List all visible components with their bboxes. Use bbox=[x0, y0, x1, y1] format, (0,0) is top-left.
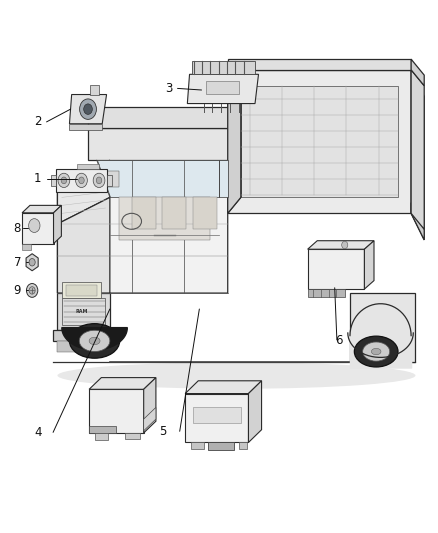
Ellipse shape bbox=[371, 349, 381, 355]
Polygon shape bbox=[106, 171, 119, 187]
Polygon shape bbox=[228, 59, 411, 70]
Circle shape bbox=[79, 177, 84, 184]
Polygon shape bbox=[88, 128, 228, 160]
Circle shape bbox=[28, 219, 40, 232]
Ellipse shape bbox=[57, 362, 416, 389]
Polygon shape bbox=[228, 70, 411, 213]
Ellipse shape bbox=[70, 324, 120, 358]
Polygon shape bbox=[411, 203, 424, 240]
Circle shape bbox=[58, 173, 70, 188]
Text: 4: 4 bbox=[34, 426, 42, 439]
Polygon shape bbox=[248, 381, 261, 442]
Polygon shape bbox=[70, 124, 102, 130]
Polygon shape bbox=[57, 341, 106, 352]
Polygon shape bbox=[95, 433, 108, 440]
Polygon shape bbox=[144, 377, 156, 433]
Polygon shape bbox=[411, 59, 424, 86]
Polygon shape bbox=[241, 86, 398, 197]
Polygon shape bbox=[57, 197, 110, 293]
Polygon shape bbox=[70, 94, 106, 124]
Polygon shape bbox=[51, 175, 57, 186]
Text: 1: 1 bbox=[34, 172, 42, 185]
Polygon shape bbox=[411, 70, 424, 229]
Polygon shape bbox=[22, 213, 53, 244]
Polygon shape bbox=[350, 293, 416, 362]
Polygon shape bbox=[125, 433, 141, 439]
Polygon shape bbox=[66, 285, 97, 296]
Text: 2: 2 bbox=[34, 116, 42, 128]
Polygon shape bbox=[90, 85, 99, 94]
Polygon shape bbox=[22, 244, 31, 250]
Text: RAM: RAM bbox=[75, 309, 88, 314]
Polygon shape bbox=[162, 197, 186, 229]
Polygon shape bbox=[185, 393, 248, 442]
Polygon shape bbox=[53, 205, 61, 244]
Polygon shape bbox=[307, 289, 345, 296]
Text: 3: 3 bbox=[165, 82, 173, 95]
Circle shape bbox=[93, 173, 105, 188]
Text: 5: 5 bbox=[159, 425, 167, 438]
Polygon shape bbox=[307, 241, 374, 249]
Polygon shape bbox=[57, 160, 228, 293]
Circle shape bbox=[76, 173, 87, 188]
Polygon shape bbox=[57, 160, 110, 224]
Polygon shape bbox=[193, 407, 241, 423]
Text: 7: 7 bbox=[14, 256, 21, 269]
Polygon shape bbox=[57, 169, 106, 191]
Polygon shape bbox=[53, 330, 110, 341]
Circle shape bbox=[84, 104, 92, 115]
Polygon shape bbox=[185, 381, 261, 393]
Polygon shape bbox=[411, 70, 424, 240]
Polygon shape bbox=[89, 377, 156, 389]
Polygon shape bbox=[97, 160, 219, 197]
Circle shape bbox=[29, 259, 35, 266]
Polygon shape bbox=[187, 74, 258, 103]
Circle shape bbox=[80, 99, 96, 119]
Polygon shape bbox=[208, 442, 234, 450]
Polygon shape bbox=[219, 160, 228, 197]
Circle shape bbox=[342, 241, 348, 249]
Polygon shape bbox=[206, 81, 239, 94]
Polygon shape bbox=[89, 389, 144, 433]
Polygon shape bbox=[191, 442, 204, 449]
Polygon shape bbox=[62, 328, 127, 350]
Ellipse shape bbox=[363, 342, 390, 361]
Polygon shape bbox=[307, 249, 364, 289]
Polygon shape bbox=[228, 70, 241, 213]
Polygon shape bbox=[228, 70, 241, 213]
Polygon shape bbox=[89, 426, 116, 433]
Circle shape bbox=[96, 177, 102, 184]
Polygon shape bbox=[88, 107, 228, 128]
Polygon shape bbox=[22, 205, 61, 213]
Polygon shape bbox=[26, 254, 38, 271]
Circle shape bbox=[26, 284, 38, 297]
Polygon shape bbox=[119, 197, 210, 240]
Text: 6: 6 bbox=[336, 334, 343, 348]
Polygon shape bbox=[132, 197, 155, 229]
Polygon shape bbox=[239, 442, 247, 449]
Ellipse shape bbox=[79, 330, 110, 352]
Ellipse shape bbox=[354, 336, 398, 367]
Polygon shape bbox=[106, 175, 112, 186]
Text: 9: 9 bbox=[14, 284, 21, 297]
Circle shape bbox=[61, 177, 67, 184]
Circle shape bbox=[29, 287, 35, 294]
Polygon shape bbox=[62, 282, 101, 298]
Polygon shape bbox=[144, 407, 156, 431]
Text: 8: 8 bbox=[14, 222, 21, 235]
Polygon shape bbox=[57, 293, 110, 330]
Ellipse shape bbox=[89, 337, 100, 345]
Polygon shape bbox=[192, 61, 255, 74]
Polygon shape bbox=[364, 241, 374, 289]
Polygon shape bbox=[193, 197, 217, 229]
Polygon shape bbox=[77, 164, 99, 169]
